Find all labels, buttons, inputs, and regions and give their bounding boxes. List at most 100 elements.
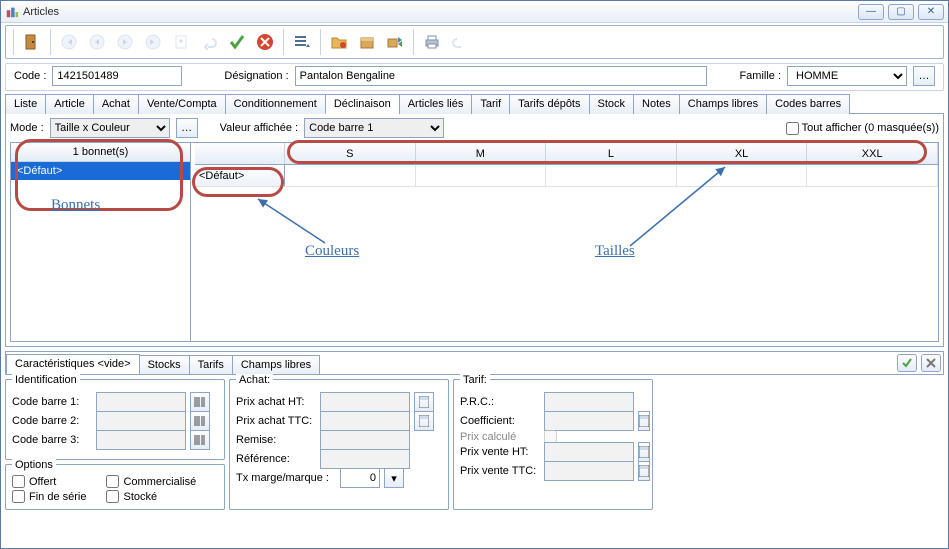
- mode-label: Mode :: [10, 122, 44, 134]
- barcode-icon[interactable]: [190, 430, 210, 450]
- tab-tarifs-d-p-ts[interactable]: Tarifs dépôts: [509, 94, 589, 114]
- calc-icon[interactable]: [638, 442, 650, 462]
- minimize-button[interactable]: —: [858, 4, 884, 20]
- col-xxl[interactable]: XXL: [807, 143, 938, 164]
- exchange-icon[interactable]: [382, 29, 408, 55]
- undo-icon[interactable]: [196, 29, 222, 55]
- mode-browse-button[interactable]: …: [176, 118, 198, 138]
- validate-icon[interactable]: [224, 29, 250, 55]
- app-icon: [5, 5, 19, 19]
- tab-conditionnement[interactable]: Conditionnement: [225, 94, 326, 114]
- prc-input[interactable]: [544, 392, 634, 412]
- toutaff-check[interactable]: Tout afficher (0 masquée(s)): [786, 122, 939, 135]
- annotation-tailles: Tailles: [595, 243, 635, 260]
- codebarre3-input[interactable]: [96, 430, 186, 450]
- calc-icon[interactable]: [414, 411, 434, 431]
- nav-last-icon[interactable]: [140, 29, 166, 55]
- redo-icon[interactable]: [447, 29, 473, 55]
- findeserie-check[interactable]: Fin de série: [12, 490, 86, 503]
- tab-liste[interactable]: Liste: [5, 94, 46, 114]
- maximize-button[interactable]: ▢: [888, 4, 914, 20]
- remise-input[interactable]: [320, 430, 410, 450]
- toolbar: [5, 25, 944, 59]
- check-icon[interactable]: [897, 354, 917, 372]
- offert-check[interactable]: Offert: [12, 475, 86, 488]
- calc-icon[interactable]: [638, 461, 650, 481]
- barcode-icon[interactable]: [190, 411, 210, 431]
- declinaison-panel: Mode : Taille x Couleur … Valeur affiché…: [5, 114, 944, 347]
- tab-d-clinaison[interactable]: Déclinaison: [325, 94, 400, 114]
- mode-select[interactable]: Taille x Couleur: [50, 118, 170, 138]
- famille-label: Famille :: [739, 70, 781, 82]
- tab-notes[interactable]: Notes: [633, 94, 680, 114]
- folder-user-icon[interactable]: [326, 29, 352, 55]
- options-group: Options Offert Fin de série Commercialis…: [5, 464, 225, 510]
- x-icon[interactable]: [921, 354, 941, 372]
- door-exit-icon[interactable]: [19, 29, 45, 55]
- prixachatttc-input[interactable]: [320, 411, 410, 431]
- nav-prev-icon[interactable]: [84, 29, 110, 55]
- new-icon[interactable]: [168, 29, 194, 55]
- annotation-couleurs: Couleurs: [305, 243, 359, 260]
- row-default[interactable]: <Défaut>: [195, 165, 285, 186]
- txmarge-input[interactable]: [340, 468, 380, 488]
- bonnets-list: 1 bonnet(s) <Défaut> Bonnets: [11, 143, 191, 341]
- col-s[interactable]: S: [285, 143, 416, 164]
- codebarre2-input[interactable]: [96, 411, 186, 431]
- cell[interactable]: [285, 165, 416, 186]
- cell[interactable]: [546, 165, 677, 186]
- tab-champs-libres[interactable]: Champs libres: [679, 94, 767, 114]
- cancel-icon[interactable]: [252, 29, 278, 55]
- calc-icon[interactable]: [414, 392, 434, 412]
- cell[interactable]: [416, 165, 547, 186]
- tarif-group: Tarif: P.R.C.: Coefficient: Prix calculé…: [453, 379, 653, 510]
- annotation-bonnets: Bonnets: [51, 197, 100, 214]
- designation-label: Désignation :: [224, 70, 288, 82]
- prixventettc-input[interactable]: [544, 461, 634, 481]
- cell[interactable]: [807, 165, 938, 186]
- col-xl[interactable]: XL: [677, 143, 808, 164]
- lower-tabs: Caractéristiques <vide> Stocks Tarifs Ch…: [5, 351, 944, 375]
- coeff-input[interactable]: [544, 411, 634, 431]
- tab-champs-libres[interactable]: Champs libres: [232, 355, 320, 374]
- bonnets-header: 1 bonnet(s): [11, 143, 190, 162]
- identification-group: Identification Code barre 1: Code barre …: [5, 379, 225, 460]
- codebarre1-input[interactable]: [96, 392, 186, 412]
- famille-browse-button[interactable]: …: [913, 66, 935, 86]
- txmarge-btn[interactable]: ▾: [384, 468, 404, 488]
- close-button[interactable]: ✕: [918, 4, 944, 20]
- col-l[interactable]: L: [546, 143, 677, 164]
- tab-article[interactable]: Article: [45, 94, 94, 114]
- nav-next-icon[interactable]: [112, 29, 138, 55]
- commercialise-check[interactable]: Commercialisé: [106, 475, 196, 488]
- titlebar: Articles — ▢ ✕: [1, 1, 948, 23]
- barcode-icon[interactable]: [190, 392, 210, 412]
- tab-vente-compta[interactable]: Vente/Compta: [138, 94, 226, 114]
- reference-input[interactable]: [320, 449, 410, 469]
- prixventeht-input[interactable]: [544, 442, 634, 462]
- stocke-check[interactable]: Stocké: [106, 490, 196, 503]
- window: Articles — ▢ ✕ Code : Désignation :: [0, 0, 949, 549]
- code-label: Code :: [14, 70, 46, 82]
- prixachatht-input[interactable]: [320, 392, 410, 412]
- cell[interactable]: [677, 165, 808, 186]
- tab-tarifs[interactable]: Tarifs: [189, 355, 233, 374]
- nav-first-icon[interactable]: [56, 29, 82, 55]
- box-icon[interactable]: [354, 29, 380, 55]
- tab-tarif[interactable]: Tarif: [471, 94, 510, 114]
- tab-stocks[interactable]: Stocks: [139, 355, 190, 374]
- tab-achat[interactable]: Achat: [93, 94, 139, 114]
- tab-stock[interactable]: Stock: [589, 94, 635, 114]
- calc-icon[interactable]: [638, 411, 650, 431]
- bonnet-row-default[interactable]: <Défaut>: [11, 162, 190, 180]
- tab-articles-li-s[interactable]: Articles liés: [399, 94, 473, 114]
- tab-codes-barres[interactable]: Codes barres: [766, 94, 850, 114]
- valaff-select[interactable]: Code barre 1: [304, 118, 444, 138]
- printer-icon[interactable]: [419, 29, 445, 55]
- code-input[interactable]: [52, 66, 182, 86]
- tab-caracteristiques[interactable]: Caractéristiques <vide>: [6, 354, 140, 374]
- famille-select[interactable]: HOMME: [787, 66, 907, 86]
- designation-input[interactable]: [295, 66, 708, 86]
- list-dropdown-icon[interactable]: [289, 29, 315, 55]
- col-m[interactable]: M: [416, 143, 547, 164]
